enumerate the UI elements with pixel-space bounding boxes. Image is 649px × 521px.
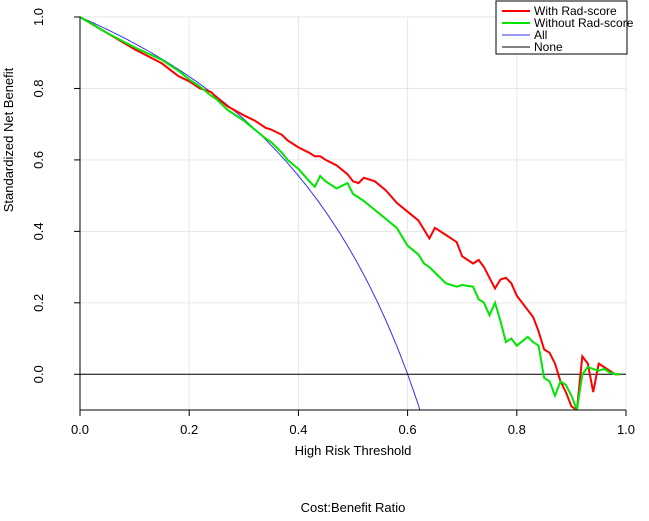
x-tick-label: 0.8 [508, 422, 526, 437]
y-tick-label: 0.8 [31, 79, 46, 97]
legend-label: All [534, 28, 547, 42]
legend-box [495, 0, 628, 55]
series-line-with-rad-score [80, 16, 621, 410]
series-lines [80, 16, 621, 410]
series-line-without-rad-score [80, 16, 621, 410]
y-tick-label: 0.6 [31, 151, 46, 169]
y-tick-label: 0.0 [31, 365, 46, 383]
legend-label: With Rad-score [534, 4, 617, 18]
reference-lines [80, 16, 626, 410]
x-tick-label: 0.6 [399, 422, 417, 437]
axes [74, 16, 627, 416]
tick-labels: 0.0 0.2 0.4 0.6 0.8 1.0 0.0 0.2 0.4 0.6 0.8 1.0 [31, 8, 635, 437]
series-line-all [80, 16, 421, 410]
y-tick-label: 0.4 [31, 222, 46, 240]
x-tick-label: 0.0 [71, 422, 89, 437]
secondary-x-axis-label: Cost:Benefit Ratio [301, 500, 406, 515]
y-tick-label: 0.2 [31, 294, 46, 312]
y-axis-label: Standardized Net Benefit [1, 67, 16, 212]
x-tick-label: 1.0 [617, 422, 635, 437]
y-tick-label: 1.0 [31, 8, 46, 26]
legend-label: None [534, 40, 563, 54]
grid-lines [79, 16, 627, 410]
x-tick-label: 0.2 [180, 422, 198, 437]
x-tick-label: 0.4 [289, 422, 307, 437]
x-axis-label: High Risk Threshold [295, 443, 412, 458]
legend-label: Without Rad-score [534, 16, 634, 30]
